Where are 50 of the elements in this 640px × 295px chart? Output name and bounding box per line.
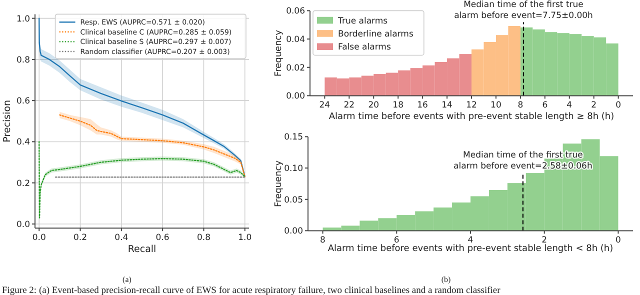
y-tick-label: 0.8 xyxy=(16,55,30,66)
y-axis-title: Frequency xyxy=(274,29,284,76)
x-tick-label: 24 xyxy=(319,100,330,111)
x-tick-label: 0 xyxy=(616,236,621,246)
y-tick-label: 0.02 xyxy=(286,63,305,74)
y-axis-title: Frequency xyxy=(274,160,284,207)
x-tick-label: 10 xyxy=(490,100,502,111)
text: (b) xyxy=(441,275,451,284)
y-tick-label: 0.05 xyxy=(284,195,303,206)
x-tick-label: 8 xyxy=(320,236,326,246)
x-tick-label: 0.4 xyxy=(114,233,128,244)
x-tick-label: 0.0 xyxy=(32,233,46,244)
text: (a) xyxy=(122,275,132,284)
x-tick-label: 2 xyxy=(591,100,597,111)
y-tick-label: 0.00 xyxy=(284,226,303,237)
x-tick-label: 0.6 xyxy=(156,233,170,244)
legend-label: Borderline alarms xyxy=(338,30,414,40)
y-tick-label: 0.10 xyxy=(284,164,303,174)
x-tick-label: 0.2 xyxy=(74,233,88,244)
x-tick-label: 20 xyxy=(368,100,380,111)
y-tick-label: 0.15 xyxy=(284,132,303,143)
x-axis-title: Alarm time before events with pre-event stable length < 8h (h) xyxy=(328,244,614,254)
ref-line-label: Median time of the first true alarm before event=7.75±0.00h xyxy=(454,0,593,22)
x-tick-label: 6 xyxy=(394,236,400,246)
x-tick-label: 22 xyxy=(344,100,355,111)
caption: Figure 2: (a) Event-based precision-recall curve of EWS for acute respiratory failure, two clinical baselines and a random classifier xyxy=(2,286,502,295)
y-tick-label: 1.0 xyxy=(16,14,30,24)
x-tick-label: 0.8 xyxy=(196,233,210,244)
x-tick-label: 4 xyxy=(468,236,474,246)
x-tick-label: 2 xyxy=(542,236,548,246)
y-tick-label: 0.06 xyxy=(286,6,305,17)
y-tick-label: 0.4 xyxy=(16,138,30,148)
y-axis-title: Precision xyxy=(2,100,13,142)
y-tick-label: 0.00 xyxy=(286,92,305,102)
x-tick-label: 14 xyxy=(442,100,452,111)
legend-label: True alarms xyxy=(337,16,388,26)
x-axis-title: Alarm time before events with pre-event stable length ≥ 8h (h) xyxy=(328,112,614,122)
x-axis-title: Recall xyxy=(128,244,156,255)
x-tick-label: 4 xyxy=(566,100,572,111)
x-tick-label: 6 xyxy=(542,100,548,111)
x-tick-label: 18 xyxy=(392,100,404,111)
y-tick-label: 0.04 xyxy=(286,35,305,46)
x-tick-label: 1.0 xyxy=(238,233,252,244)
x-tick-label: 16 xyxy=(417,100,428,111)
y-tick-label: 0.2 xyxy=(16,178,30,189)
x-tick-label: 12 xyxy=(466,100,477,111)
x-tick-label: 8 xyxy=(518,100,524,111)
y-tick-label: 0.0 xyxy=(16,220,30,230)
legend-label: False alarms xyxy=(338,42,392,53)
x-tick-label: 0 xyxy=(616,100,622,111)
